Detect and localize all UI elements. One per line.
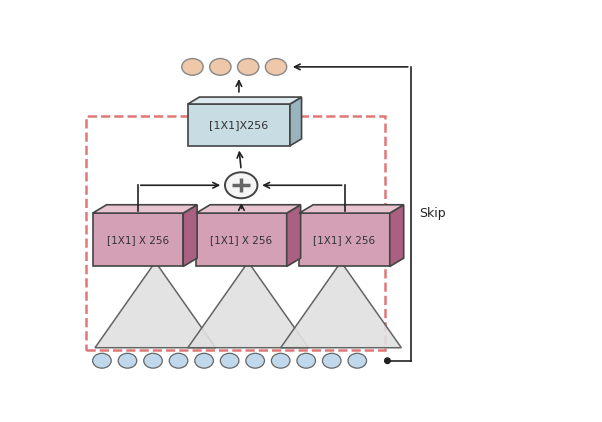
Ellipse shape [118,353,137,368]
Polygon shape [95,262,216,348]
Polygon shape [188,262,308,348]
Polygon shape [389,205,404,267]
Polygon shape [287,205,300,267]
Ellipse shape [246,353,264,368]
Circle shape [385,358,390,363]
Polygon shape [299,205,404,213]
Ellipse shape [297,353,315,368]
Polygon shape [188,97,302,104]
Polygon shape [281,262,402,348]
Ellipse shape [272,353,290,368]
Polygon shape [188,104,290,146]
Ellipse shape [265,59,287,75]
Ellipse shape [225,172,258,198]
Ellipse shape [169,353,188,368]
Polygon shape [93,213,183,267]
Text: [1X1] X 256: [1X1] X 256 [107,235,169,245]
Text: [1X1] X 256: [1X1] X 256 [210,235,273,245]
Ellipse shape [348,353,367,368]
Polygon shape [196,205,300,213]
Ellipse shape [323,353,341,368]
Ellipse shape [93,353,111,368]
Bar [85,116,385,350]
Ellipse shape [182,59,203,75]
Text: [1X1]X256: [1X1]X256 [209,120,268,130]
Text: [1X1] X 256: [1X1] X 256 [314,235,376,245]
Polygon shape [290,97,302,146]
Ellipse shape [238,59,259,75]
Polygon shape [93,205,197,213]
Polygon shape [299,213,389,267]
Polygon shape [183,205,197,267]
Ellipse shape [144,353,163,368]
Ellipse shape [220,353,239,368]
Polygon shape [196,213,287,267]
Text: Skip: Skip [419,207,445,219]
Ellipse shape [209,59,231,75]
Ellipse shape [195,353,213,368]
